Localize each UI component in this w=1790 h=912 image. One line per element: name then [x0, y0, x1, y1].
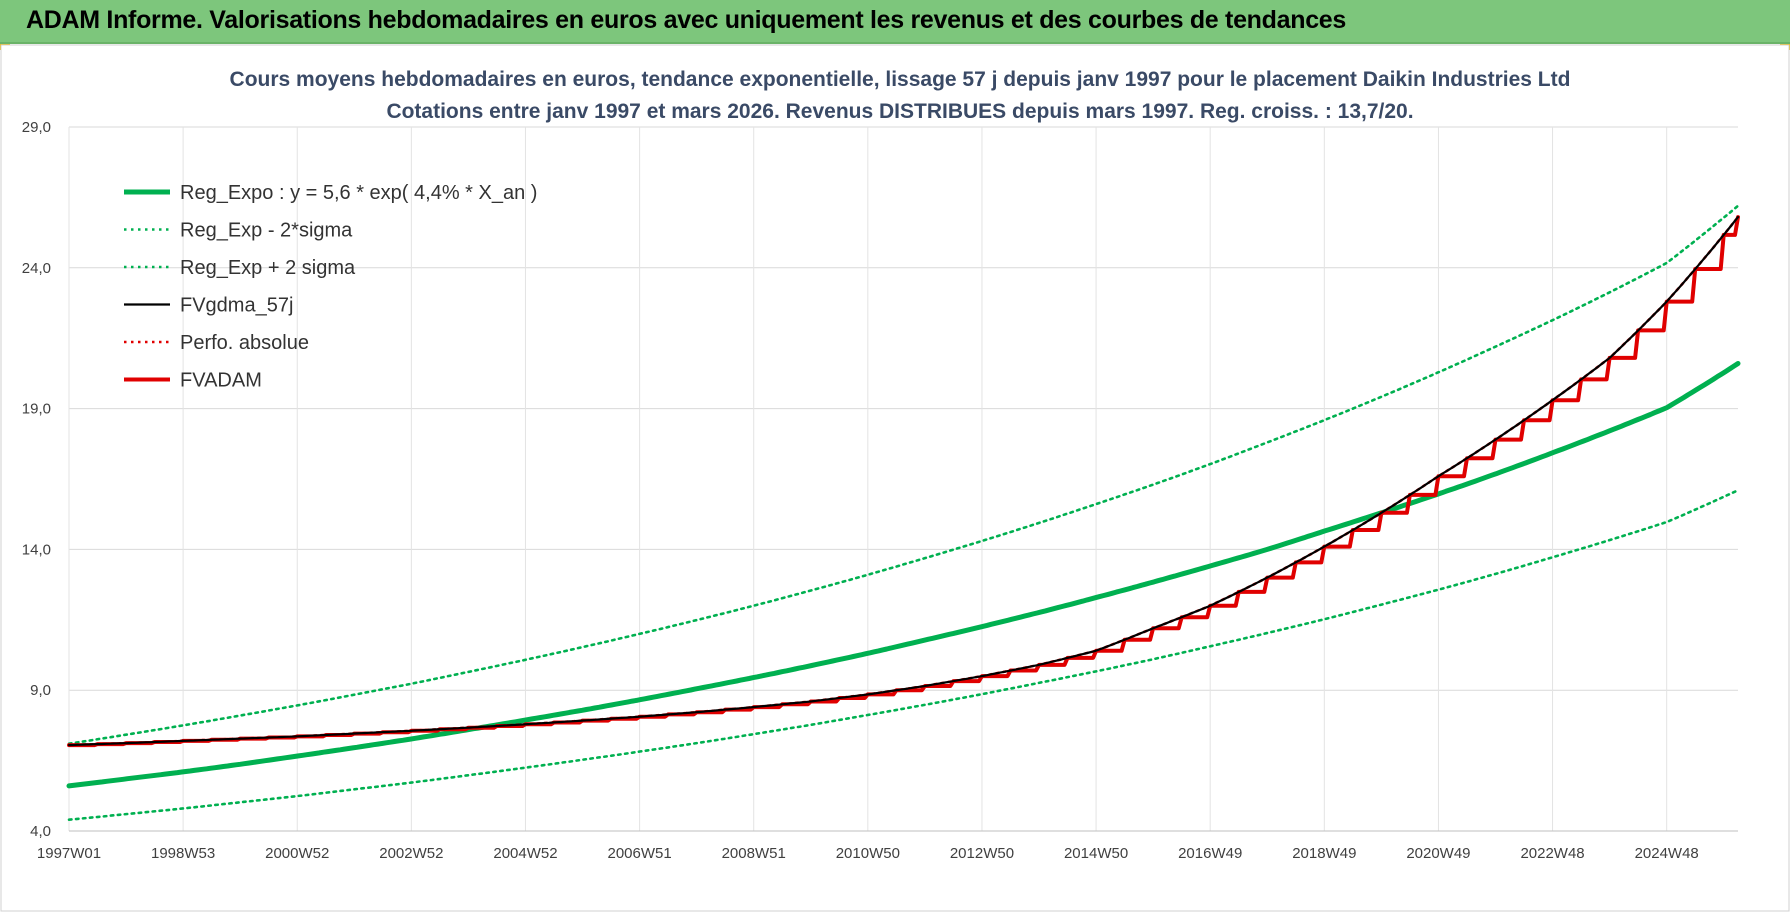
legend: Reg_Expo : y = 5,6 * exp( 4,4% * X_an ) R…	[124, 182, 537, 392]
x-tick-label: 2016W49	[1178, 845, 1242, 862]
chart-subtitle: Cotations entre janv 1997 et mars 2026. …	[386, 100, 1413, 123]
y-tick-label: 14,0	[22, 541, 51, 558]
x-tick-label: 2012W50	[950, 845, 1014, 862]
report-title: ADAM Informe. Valorisations hebdomadaire…	[26, 6, 1347, 34]
y-tick-label: 4,0	[30, 823, 51, 840]
x-tick-label: 1997W01	[37, 845, 101, 862]
x-tick-label: 2002W52	[379, 845, 443, 862]
y-tick-label: 9,0	[30, 682, 51, 699]
series-layer	[66, 204, 1741, 821]
y-tick-label: 19,0	[22, 401, 51, 418]
y-tick-label: 29,0	[22, 119, 51, 136]
legend-label-reg-exp-minus-2sigma: Reg_Exp - 2*sigma	[180, 220, 353, 242]
x-tick-label: 2010W50	[836, 845, 900, 862]
legend-label-reg-expo: Reg_Expo : y = 5,6 * exp( 4,4% * X_an )	[180, 182, 537, 204]
axes: 4,0 9,0 14,0 19,0 24,0 29,0 1997W01 1998W53 2000…	[22, 119, 1738, 862]
chart-canvas: Cours moyens hebdomadaires en euros, ten…	[0, 44, 1790, 912]
x-tick-label: 2020W49	[1406, 845, 1470, 862]
y-tick-label: 24,0	[22, 260, 51, 277]
x-tick-label: 1998W53	[151, 845, 215, 862]
series-line-fvgdma-57j	[67, 216, 1740, 747]
legend-label-perfo-absolue: Perfo. absolue	[180, 332, 309, 354]
chart-title: Cours moyens hebdomadaires en euros, ten…	[230, 68, 1571, 91]
chart-area-border	[0, 44, 1790, 912]
x-tick-label: 2008W51	[722, 845, 786, 862]
x-tick-label: 2000W52	[265, 845, 329, 862]
x-tick-label: 2022W48	[1520, 845, 1584, 862]
legend-label-reg-exp-plus-2sigma: Reg_Exp + 2 sigma	[180, 257, 356, 279]
series-line-reg-exp-plus-2sigma	[67, 204, 1740, 745]
x-tick-label: 2018W49	[1292, 845, 1356, 862]
x-tick-label: 2024W48	[1635, 845, 1699, 862]
report-banner: ADAM Informe. Valorisations hebdomadaire…	[0, 0, 1790, 44]
legend-label-fvadam: FVADAM	[180, 370, 262, 392]
series-line-reg-exp-minus-2sigma	[67, 489, 1740, 821]
legend-label-fvgdma-57j: FVgdma_57j	[180, 295, 293, 317]
x-tick-label: 2014W50	[1064, 845, 1128, 862]
series-line-reg-expo	[66, 361, 1741, 789]
x-tick-label: 2006W51	[607, 845, 671, 862]
grid	[68, 126, 1738, 832]
x-tick-label: 2004W52	[493, 845, 557, 862]
